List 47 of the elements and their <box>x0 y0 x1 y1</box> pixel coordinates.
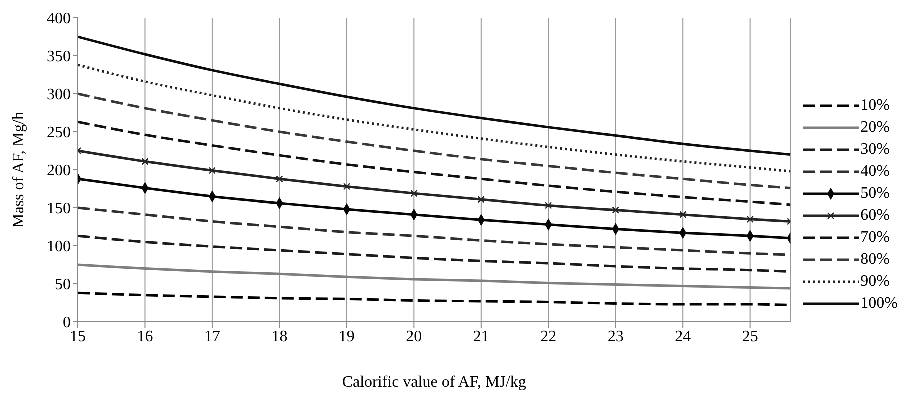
point <box>410 190 418 198</box>
point <box>276 176 284 183</box>
point <box>208 167 216 174</box>
line-series <box>78 36 791 156</box>
y-tick-label: 300 <box>47 86 71 104</box>
x-tick-label: 16 <box>137 328 154 346</box>
x-tick-label: 15 <box>70 328 86 346</box>
line-series <box>78 206 791 256</box>
point <box>142 158 149 166</box>
x-tick-label: 23 <box>608 328 624 346</box>
legend-label: 80% <box>860 251 890 269</box>
legend-label: 50% <box>860 185 890 203</box>
line-series <box>78 92 791 190</box>
point <box>545 202 552 210</box>
x-axis-title: Calorific value of AF, MJ/kg <box>342 374 526 391</box>
x-tick-label: 18 <box>272 328 288 346</box>
legend-label: 70% <box>860 229 890 247</box>
x-tick-label: 22 <box>540 328 557 346</box>
point <box>343 183 351 190</box>
x-tick-label: 19 <box>338 328 355 346</box>
x-tick-label: 17 <box>204 328 220 346</box>
y-tick-label: 400 <box>47 10 71 28</box>
point <box>746 216 754 223</box>
legend-label: 30% <box>860 141 890 159</box>
legend-label: 40% <box>860 163 890 181</box>
y-axis-title: Mass of AF, Mg/h <box>10 112 28 228</box>
legend-label: 20% <box>860 119 890 137</box>
point <box>478 196 485 204</box>
y-tick-label: 350 <box>47 48 71 66</box>
y-tick-label: 50 <box>55 276 71 294</box>
x-tick-label: 20 <box>406 328 422 346</box>
legend-label: 100% <box>860 295 898 313</box>
x-tick-label: 21 <box>473 328 490 346</box>
y-tick-label: 150 <box>47 200 71 218</box>
x-tick-label: 24 <box>675 328 692 346</box>
point <box>680 211 687 218</box>
x-tick-label: 25 <box>742 328 758 346</box>
y-tick-label: 100 <box>47 238 71 256</box>
y-tick-label: 200 <box>47 162 71 180</box>
legend-label: 10% <box>860 97 890 115</box>
legend-label: 90% <box>860 273 890 291</box>
point <box>612 206 620 214</box>
legend-label: 60% <box>860 207 890 225</box>
y-tick-label: 250 <box>47 124 71 142</box>
y-tick-label: 0 <box>63 314 71 332</box>
line-series <box>78 64 791 173</box>
line-series <box>78 120 791 206</box>
